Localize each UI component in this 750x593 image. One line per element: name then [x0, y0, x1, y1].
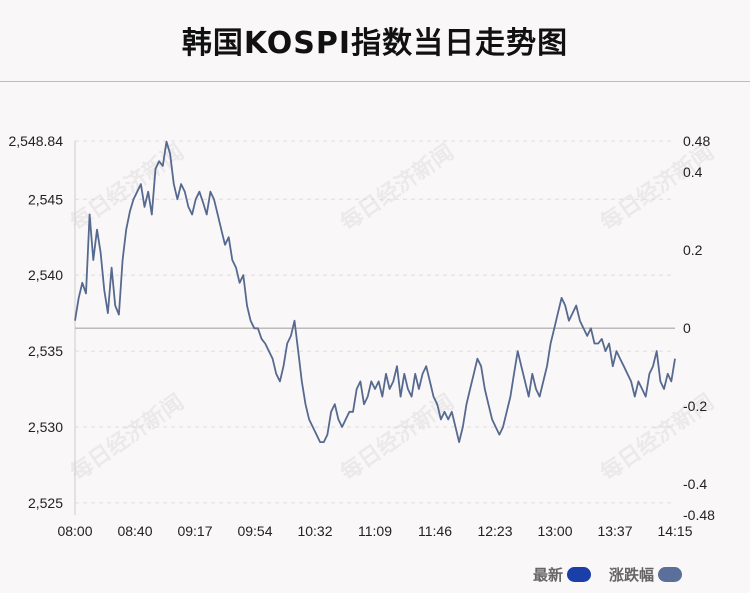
title-divider [0, 81, 750, 82]
x-tick-label: 09:17 [177, 523, 212, 539]
x-tick-label: 14:15 [657, 523, 692, 539]
legend-label-latest: 最新 [533, 566, 564, 584]
y-right-tick-label: -0.4 [683, 476, 707, 492]
y-right-tick-label: 0.2 [683, 242, 703, 258]
x-tick-label: 10:32 [297, 523, 332, 539]
x-tick-label: 11:09 [358, 523, 392, 539]
legend-item-change: 涨跌幅 [609, 564, 683, 585]
x-tick-label: 09:54 [237, 523, 272, 539]
legend-swatch-latest [567, 567, 592, 582]
legend-item-latest: 最新 [533, 564, 592, 585]
y-left-tick-label: 2,525 [28, 495, 63, 511]
y-right-tick-label: 0.4 [683, 164, 703, 180]
x-tick-label: 13:00 [537, 523, 572, 539]
legend-swatch-change [658, 567, 683, 582]
x-tick-label: 08:00 [57, 523, 92, 539]
y-right-tick-label: -0.48 [683, 507, 715, 523]
y-right-tick-label: -0.2 [683, 398, 707, 414]
y-left-tick-label: 2,530 [28, 419, 63, 435]
y-right-tick-label: 0 [683, 320, 691, 336]
x-tick-label: 11:46 [418, 523, 452, 539]
x-tick-label: 08:40 [117, 523, 152, 539]
chart-title: 韩国KOSPI指数当日走势图 [181, 26, 569, 61]
y-right-tick-label: 0.48 [683, 133, 710, 149]
y-left-tick-label: 2,545 [28, 191, 63, 207]
series-line [74, 140, 676, 443]
x-tick-label: 12:23 [477, 523, 512, 539]
y-left-tick-label: 2,540 [28, 267, 63, 283]
legend-label-change: 涨跌幅 [609, 566, 655, 584]
y-left-tick-label: 2,548.84 [9, 133, 64, 149]
y-left-tick-label: 2,535 [28, 343, 63, 359]
x-tick-label: 13:37 [597, 523, 632, 539]
